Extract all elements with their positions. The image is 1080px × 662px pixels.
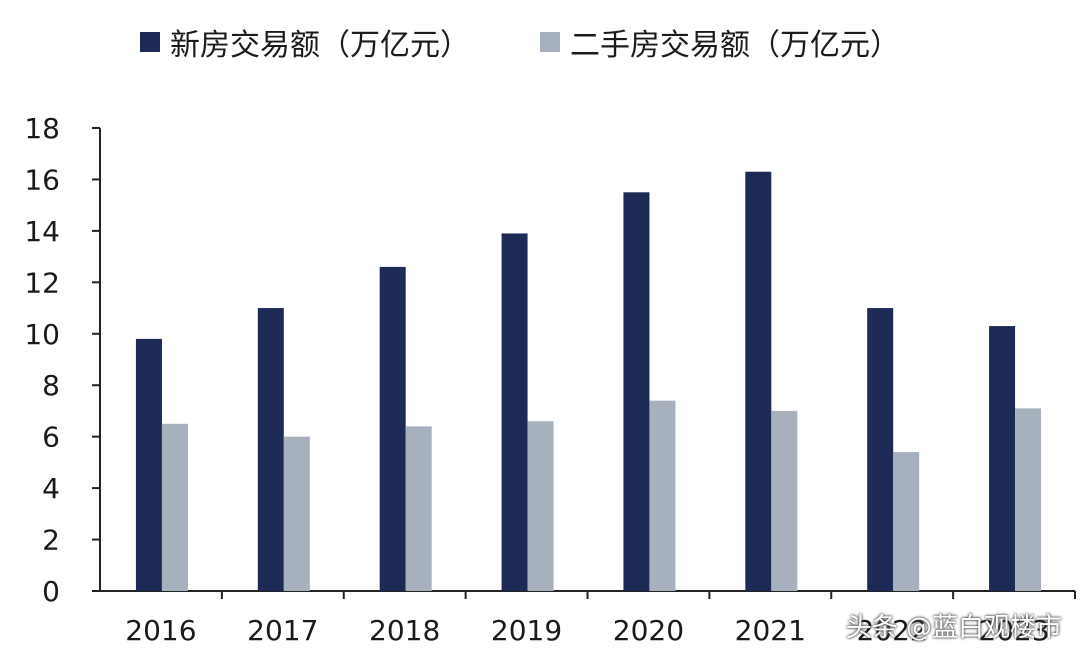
- bar-second-hand: [1015, 408, 1042, 591]
- x-tick-label: 2021: [735, 614, 806, 647]
- bar-new-house: [257, 308, 284, 591]
- y-tick-label: 0: [42, 575, 60, 608]
- y-tick-label: 14: [24, 215, 60, 248]
- bar-second-hand: [527, 421, 554, 591]
- bar-new-house: [745, 171, 772, 591]
- y-tick-label: 10: [24, 318, 60, 351]
- y-tick-label: 18: [24, 112, 60, 145]
- legend-label-new-house: 新房交易额（万亿元）: [170, 28, 470, 63]
- y-tick-label: 6: [42, 421, 60, 454]
- x-tick-label: 2018: [369, 614, 440, 647]
- x-tick-label: 2020: [613, 614, 684, 647]
- y-tick-label: 4: [42, 472, 60, 505]
- legend-label-second-hand: 二手房交易额（万亿元）: [570, 28, 900, 63]
- bar-second-hand: [283, 436, 310, 591]
- bar-second-hand: [161, 423, 188, 591]
- bar-second-hand: [405, 426, 432, 591]
- x-tick-label: 2017: [247, 614, 318, 647]
- x-tick-label: 2016: [125, 614, 196, 647]
- x-tick-label: 2023: [978, 614, 1049, 647]
- bar-second-hand: [649, 400, 676, 591]
- y-tick-label: 2: [42, 524, 60, 557]
- y-tick-label: 8: [42, 369, 60, 402]
- y-tick-label: 12: [24, 266, 60, 299]
- bar-new-house: [989, 326, 1016, 591]
- y-tick-label: 16: [24, 163, 60, 196]
- bar-second-hand: [893, 452, 920, 591]
- bar-new-house: [623, 192, 650, 592]
- bar-new-house: [135, 338, 162, 591]
- x-tick-label: 2019: [491, 614, 562, 647]
- chart-legend: 新房交易额（万亿元） 二手房交易额（万亿元）: [140, 20, 900, 64]
- watermark: 头条 @蓝白观楼市: [845, 613, 1062, 643]
- x-tick-label: 2022: [857, 614, 928, 647]
- legend-swatch-new-house: [140, 32, 160, 52]
- bar-new-house: [379, 266, 406, 591]
- legend-item-second-hand: 二手房交易额（万亿元）: [540, 20, 900, 64]
- bar-new-house: [867, 308, 894, 591]
- legend-swatch-second-hand: [540, 32, 560, 52]
- bar-second-hand: [771, 410, 798, 591]
- legend-item-new-house: 新房交易额（万亿元）: [140, 20, 470, 64]
- bar-new-house: [501, 233, 528, 591]
